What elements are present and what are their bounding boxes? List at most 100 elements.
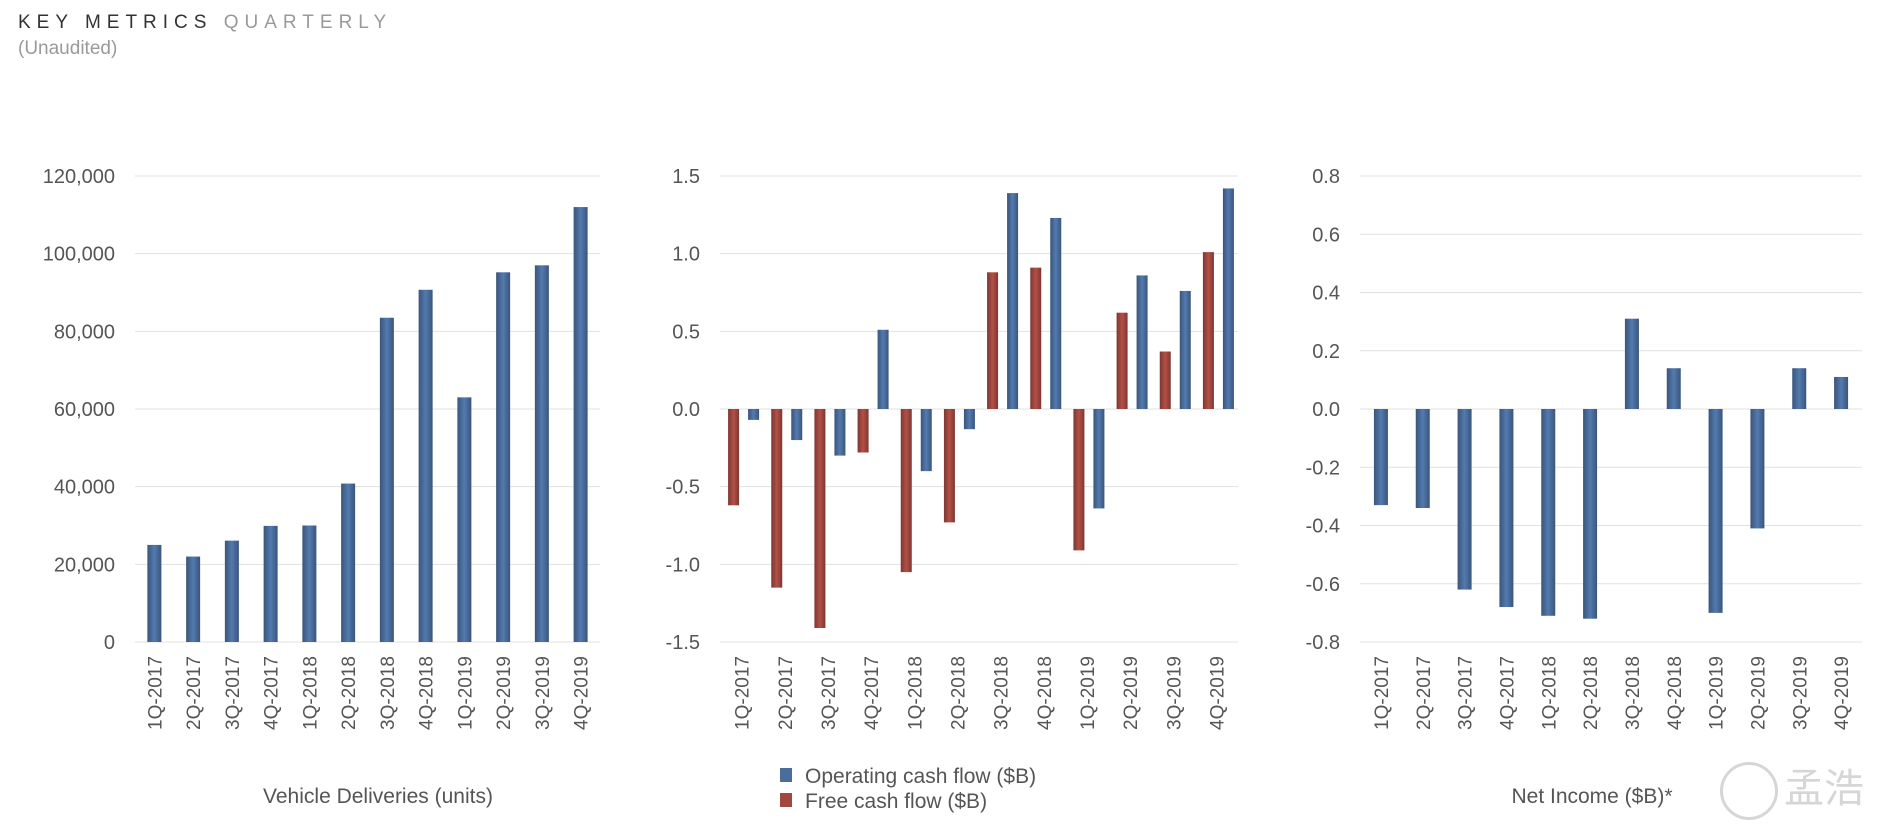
y-tick-label: -0.6 <box>1306 574 1340 596</box>
x-tick-label: 1Q-2019 <box>1078 656 1099 730</box>
y-tick-label: 1.0 <box>672 244 700 266</box>
watermark: 孟浩 <box>1720 756 1864 820</box>
x-tick-label: 3Q-2018 <box>1623 656 1644 730</box>
x-tick-label: 4Q-2018 <box>417 656 438 730</box>
x-tick-label: 2Q-2018 <box>948 656 969 730</box>
x-tick-label: 3Q-2019 <box>1164 656 1185 730</box>
y-tick-label: 0.4 <box>1312 283 1340 305</box>
x-tick-label: 3Q-2018 <box>992 656 1013 730</box>
bar-4q-2017 <box>1499 409 1514 608</box>
title-main: KEY METRICS <box>18 12 213 33</box>
y-tick-label: 0.5 <box>672 321 700 343</box>
bar-3q-2019-operating-cash-flow <box>1179 290 1191 409</box>
bar-2q-2018-operating-cash-flow <box>963 409 975 430</box>
y-tick-label: 0.2 <box>1312 341 1340 363</box>
chart-title: Net Income ($B)* <box>1511 785 1672 808</box>
y-tick-label: 0.6 <box>1312 224 1340 246</box>
bar-3q-2019-free-cash-flow <box>1159 351 1171 409</box>
y-tick-label: -1.0 <box>666 554 700 576</box>
bar-3q-2018-free-cash-flow <box>987 272 999 409</box>
x-tick-label: 1Q-2018 <box>300 656 321 730</box>
legend-swatch <box>780 793 792 807</box>
bar-4q-2019 <box>573 207 588 643</box>
x-tick-label: 1Q-2017 <box>1372 656 1393 730</box>
x-tick-label: 1Q-2017 <box>733 656 754 730</box>
x-tick-label: 4Q-2019 <box>572 656 593 730</box>
bar-2q-2019 <box>496 272 511 642</box>
y-tick-label: 0 <box>104 632 115 654</box>
x-tick-label: 1Q-2019 <box>1707 656 1728 730</box>
y-tick-label: 80,000 <box>54 321 115 343</box>
bar-4q-2018-operating-cash-flow <box>1050 217 1062 409</box>
y-tick-label: 0.8 <box>1312 166 1340 188</box>
legend-swatch <box>780 768 792 782</box>
x-tick-label: 3Q-2019 <box>533 656 554 730</box>
x-tick-label: 1Q-2018 <box>1539 656 1560 730</box>
watermark-logo-icon <box>1720 762 1778 820</box>
y-tick-label: 120,000 <box>43 166 115 188</box>
x-tick-label: 2Q-2018 <box>1581 656 1602 730</box>
x-tick-label: 1Q-2018 <box>905 656 926 730</box>
bar-1q-2019-free-cash-flow <box>1073 409 1085 551</box>
bar-1q-2018 <box>1541 409 1556 616</box>
bar-4q-2017 <box>263 525 278 642</box>
bar-2q-2018 <box>341 483 356 642</box>
legend-label: Free cash flow ($B) <box>805 790 987 813</box>
y-tick-label: 20,000 <box>54 554 115 576</box>
x-tick-label: 3Q-2019 <box>1790 656 1811 730</box>
x-tick-label: 2Q-2018 <box>339 656 360 730</box>
page-subtitle: (Unaudited) <box>18 38 118 59</box>
y-tick-label: 1.5 <box>672 166 700 188</box>
y-tick-label: -0.8 <box>1306 632 1340 654</box>
watermark-text: 孟浩 <box>1784 766 1864 812</box>
bar-1q-2017 <box>147 544 162 642</box>
x-tick-label: 4Q-2019 <box>1207 656 1228 730</box>
x-tick-label: 1Q-2017 <box>145 656 166 730</box>
x-tick-label: 4Q-2018 <box>1035 656 1056 730</box>
bar-1q-2019-operating-cash-flow <box>1093 409 1105 509</box>
bar-4q-2017-operating-cash-flow <box>877 329 889 409</box>
bar-2q-2017 <box>186 556 201 642</box>
bar-4q-2017-free-cash-flow <box>857 409 869 453</box>
bar-4q-2019 <box>1834 376 1849 409</box>
x-tick-label: 4Q-2019 <box>1832 656 1853 730</box>
bar-3q-2019 <box>534 265 549 642</box>
bar-3q-2019 <box>1792 368 1807 409</box>
page-title: KEY METRICS QUARTERLY <box>18 12 392 34</box>
bar-3q-2018 <box>1624 318 1639 409</box>
x-tick-label: 4Q-2017 <box>862 656 883 730</box>
x-tick-label: 3Q-2018 <box>378 656 399 730</box>
bar-2q-2017-free-cash-flow <box>771 409 783 588</box>
x-tick-label: 4Q-2018 <box>1665 656 1686 730</box>
x-tick-label: 2Q-2017 <box>776 656 797 730</box>
x-tick-label: 2Q-2019 <box>1121 656 1142 730</box>
x-tick-label: 4Q-2017 <box>1497 656 1518 730</box>
bar-4q-2018 <box>418 289 433 642</box>
y-tick-label: 0.0 <box>1312 399 1340 421</box>
y-tick-label: -0.2 <box>1306 457 1340 479</box>
x-tick-label: 3Q-2017 <box>819 656 840 730</box>
x-tick-label: 4Q-2017 <box>262 656 283 730</box>
bar-2q-2019-operating-cash-flow <box>1136 275 1148 409</box>
bar-3q-2017-free-cash-flow <box>814 409 826 629</box>
bar-3q-2017 <box>224 540 239 642</box>
bar-1q-2017 <box>1373 409 1388 506</box>
y-tick-label: 0.0 <box>672 399 700 421</box>
bar-3q-2017-operating-cash-flow <box>834 409 846 456</box>
title-secondary: QUARTERLY <box>223 12 393 33</box>
bar-1q-2018 <box>302 525 317 642</box>
y-tick-label: -1.5 <box>666 632 700 654</box>
bar-2q-2017-operating-cash-flow <box>791 409 803 441</box>
y-tick-label: -0.4 <box>1306 516 1340 538</box>
y-tick-label: 100,000 <box>43 244 115 266</box>
bar-2q-2019-free-cash-flow <box>1116 312 1128 409</box>
bar-4q-2019-free-cash-flow <box>1202 252 1214 409</box>
y-tick-label: -0.5 <box>666 477 700 499</box>
bar-3q-2018 <box>379 317 394 642</box>
bar-1q-2019 <box>1708 409 1723 613</box>
bar-1q-2017-operating-cash-flow <box>748 409 760 420</box>
x-tick-label: 2Q-2017 <box>1414 656 1435 730</box>
x-tick-label: 3Q-2017 <box>1456 656 1477 730</box>
